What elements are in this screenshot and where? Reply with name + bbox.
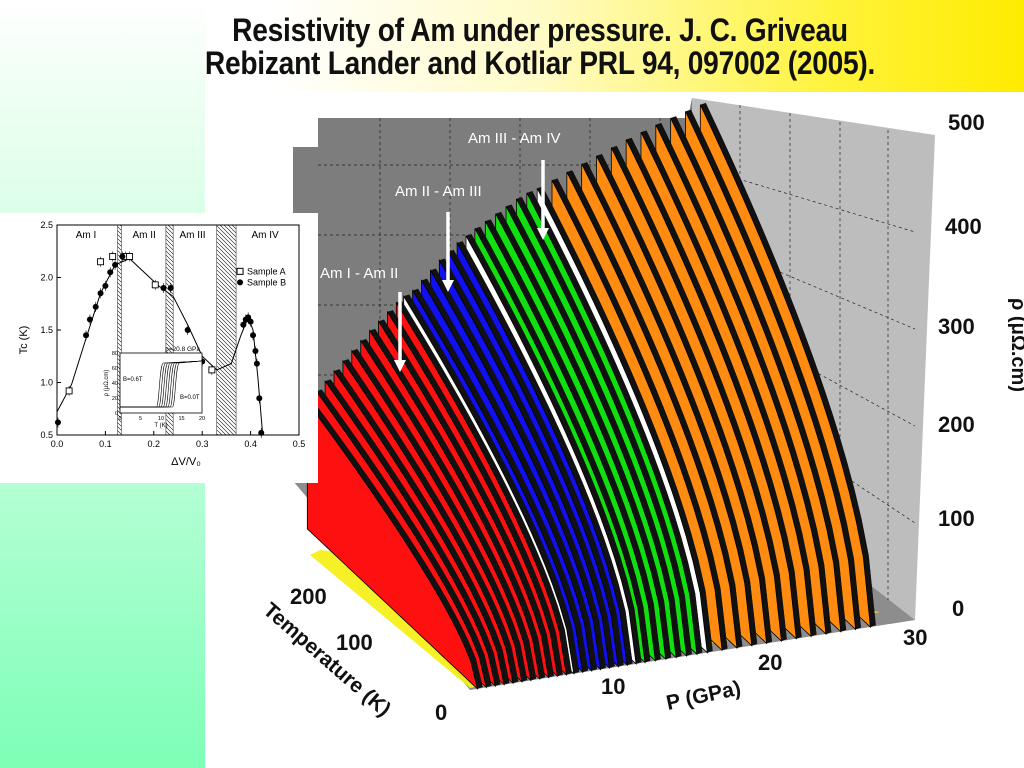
sub-chart-curve — [120, 360, 203, 408]
inset-point-sample-a — [151, 281, 159, 289]
gridline-side-300 — [691, 234, 916, 330]
legend-marker-sample-b — [237, 279, 244, 286]
transition-arrow-head — [537, 228, 549, 240]
inset-phase-label: Am I — [76, 230, 97, 241]
sub-chart-y-tick-label: 40 — [112, 381, 118, 387]
z-tick-label: 200 — [938, 412, 975, 437]
slide-title: Resistivity of Am under pressure. J. C. … — [162, 14, 919, 80]
inset-y-tick-label: 1.5 — [40, 325, 53, 335]
inset-point-sample-b — [86, 316, 93, 323]
inset-point-sample-b — [112, 261, 119, 268]
inset-y-tick-label: 1.0 — [40, 378, 53, 388]
inset-x-tick-label: 0.0 — [51, 439, 64, 449]
transition-annotation-3: Am III - Am IV — [468, 130, 561, 240]
legend-marker-sample-a — [236, 267, 244, 275]
legend-label-sample-a: Sample A — [247, 266, 286, 276]
z-axis-label: ρ (μΩ.cm) — [1007, 298, 1024, 392]
inset-point-sample-b — [250, 332, 257, 339]
sub-chart-y-tick-label: 20 — [112, 396, 118, 402]
inset-point-sample-a — [126, 253, 134, 260]
inset-point-sample-b — [54, 419, 61, 426]
sub-chart-field-label-zero: B=0.0T — [180, 395, 200, 401]
inset-point-sample-b — [107, 269, 114, 276]
transition-arrow-head — [394, 360, 406, 372]
sub-chart-x-tick-label: 10 — [158, 416, 164, 422]
inset-x-tick-label: 0.4 — [244, 439, 257, 449]
z-tick-label: 500 — [948, 110, 985, 135]
inset-point-sample-b — [240, 321, 247, 328]
z-tick-label: 300 — [938, 314, 975, 339]
x-tick-label: 10 — [601, 674, 625, 699]
sub-chart-pressure-label: p=20.8 GPa — [165, 346, 200, 353]
sub-chart-x-tick-label: 20 — [199, 416, 205, 422]
inset-y-axis-label: Tc (K) — [18, 326, 30, 355]
tc-inset-panel: 0.0 0.1 0.2 0.3 0.4 0.5 0.5 1.0 1.5 2.0 2.5 ΔV/V₀ Tc… — [0, 213, 318, 483]
sub-chart-y-tick-label: 80 — [112, 351, 118, 357]
sub-chart-x-tick-label: 15 — [178, 416, 184, 422]
inset-point-sample-b — [92, 303, 99, 310]
inset-point-sample-b — [256, 395, 263, 402]
y-tick-label: 100 — [336, 630, 373, 655]
inset-point-sample-b — [83, 332, 90, 339]
transition-annotation-2: Am II - Am III — [395, 183, 482, 292]
inset-point-sample-a — [65, 387, 73, 395]
inset-x-tick-label: 0.1 — [99, 439, 112, 449]
sub-chart-x-tick-label: 0 — [118, 416, 121, 422]
inset-x-tick-label: 0.5 — [293, 439, 306, 449]
inset-point-sample-b — [184, 327, 191, 333]
sub-chart-field-label-high: B=0.6T — [123, 377, 143, 383]
legend-label-sample-b: Sample B — [247, 277, 286, 287]
inset-point-sample-a — [208, 366, 216, 374]
resistivity-ribbons — [306, 102, 876, 691]
x-tick-label: 30 — [903, 625, 927, 650]
inset-point-sample-b — [102, 282, 109, 289]
transition-label: Am I - Am II — [320, 265, 398, 282]
inset-y-tick-label: 2.5 — [40, 220, 53, 230]
inset-point-sample-a — [97, 258, 105, 266]
y-tick-label: 0 — [435, 700, 447, 725]
tc-vs-volume-chart: 0.0 0.1 0.2 0.3 0.4 0.5 0.5 1.0 1.5 2.0 2.5 ΔV/V₀ Tc… — [18, 220, 306, 468]
sub-chart-x-axis-label: T (K) — [154, 423, 167, 429]
inset-point-sample-b — [119, 253, 126, 260]
inset-point-sample-a — [109, 253, 117, 260]
transition-annotations: Am I - Am II Am II - Am III Am III - Am IV — [320, 130, 561, 372]
inset-sub-chart: p=20.8 GPa B=0.6T B=0.0T 0 5 10 15 20 0 20 40 60 80 T… — [104, 346, 205, 429]
sub-chart-y-axis-label: ρ (μΩ.cm) — [104, 370, 110, 397]
phase-boundary-band — [216, 224, 237, 436]
transition-annotation-1: Am I - Am II — [320, 265, 406, 372]
inset-point-sample-b — [160, 285, 167, 291]
sub-chart-y-tick-label: 60 — [112, 366, 118, 372]
transition-label: Am II - Am III — [395, 183, 482, 200]
z-tick-label: 100 — [938, 506, 975, 531]
inset-phase-label: Am II — [132, 230, 155, 241]
inset-y-tick-label: 2.0 — [40, 273, 53, 283]
inset-point-sample-b — [253, 360, 260, 367]
slide-title-line-2: Rebizant Lander and Kotliar PRL 94, 0970… — [204, 45, 876, 81]
inset-point-sample-b — [167, 285, 174, 291]
z-tick-label: 400 — [945, 214, 982, 239]
y-axis-label: Temperature (K) — [259, 598, 395, 721]
transition-arrow-head — [442, 280, 454, 292]
slide-title-line-1: Resistivity of Am under pressure. J. C. … — [232, 12, 848, 48]
inset-point-sample-b — [252, 348, 259, 354]
inset-phase-label: Am IV — [252, 230, 280, 241]
background-title-band — [272, 0, 1024, 92]
transition-label: Am III - Am IV — [468, 130, 561, 147]
inset-point-sample-b — [258, 429, 265, 436]
y-tick-label: 200 — [290, 584, 327, 609]
z-tick-label: 0 — [952, 596, 964, 621]
x-tick-label: 20 — [758, 650, 782, 675]
inset-phase-label: Am III — [179, 230, 205, 241]
inset-x-axis-label: ΔV/V₀ — [171, 456, 201, 468]
inset-x-tick-label: 0.2 — [148, 439, 161, 449]
x-axis-label: P (GPa) — [664, 677, 743, 715]
inset-point-sample-b — [97, 290, 104, 297]
sub-chart-frame — [119, 352, 203, 414]
inset-x-tick-label: 0.3 — [196, 439, 209, 449]
inset-point-sample-b — [247, 318, 254, 325]
inset-y-tick-label: 0.5 — [40, 430, 53, 440]
sub-chart-y-tick-label: 0 — [115, 411, 118, 417]
sub-chart-x-tick-label: 5 — [139, 416, 142, 422]
